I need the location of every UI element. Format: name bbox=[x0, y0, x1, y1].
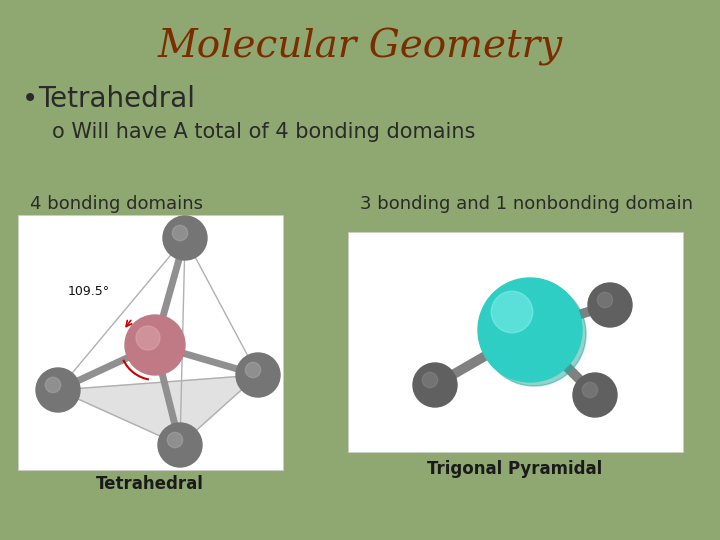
Circle shape bbox=[36, 368, 80, 412]
Polygon shape bbox=[58, 375, 258, 445]
FancyBboxPatch shape bbox=[348, 232, 683, 452]
Text: Molecular Geometry: Molecular Geometry bbox=[158, 28, 562, 66]
Circle shape bbox=[45, 377, 60, 393]
Circle shape bbox=[236, 353, 280, 397]
Circle shape bbox=[125, 315, 185, 375]
Text: 109.5°: 109.5° bbox=[68, 285, 110, 298]
Circle shape bbox=[163, 216, 207, 260]
Text: Trigonal Pyramidal: Trigonal Pyramidal bbox=[428, 460, 603, 478]
Circle shape bbox=[478, 278, 582, 382]
Text: Tetrahedral: Tetrahedral bbox=[96, 475, 204, 493]
Circle shape bbox=[172, 225, 188, 241]
Text: •: • bbox=[22, 85, 38, 113]
Circle shape bbox=[167, 433, 183, 448]
Circle shape bbox=[598, 292, 613, 308]
Circle shape bbox=[482, 282, 586, 386]
Text: 4 bonding domains: 4 bonding domains bbox=[30, 195, 203, 213]
Text: 3 bonding and 1 nonbonding domain: 3 bonding and 1 nonbonding domain bbox=[360, 195, 693, 213]
Circle shape bbox=[582, 382, 598, 397]
Circle shape bbox=[413, 363, 457, 407]
FancyBboxPatch shape bbox=[18, 215, 283, 470]
Text: Tetrahedral: Tetrahedral bbox=[38, 85, 195, 113]
Circle shape bbox=[246, 362, 261, 377]
Circle shape bbox=[491, 291, 533, 333]
Circle shape bbox=[423, 372, 438, 388]
Circle shape bbox=[573, 373, 617, 417]
Circle shape bbox=[588, 283, 632, 327]
Circle shape bbox=[158, 423, 202, 467]
Text: o Will have A total of 4 bonding domains: o Will have A total of 4 bonding domains bbox=[52, 122, 475, 142]
Circle shape bbox=[136, 326, 160, 350]
